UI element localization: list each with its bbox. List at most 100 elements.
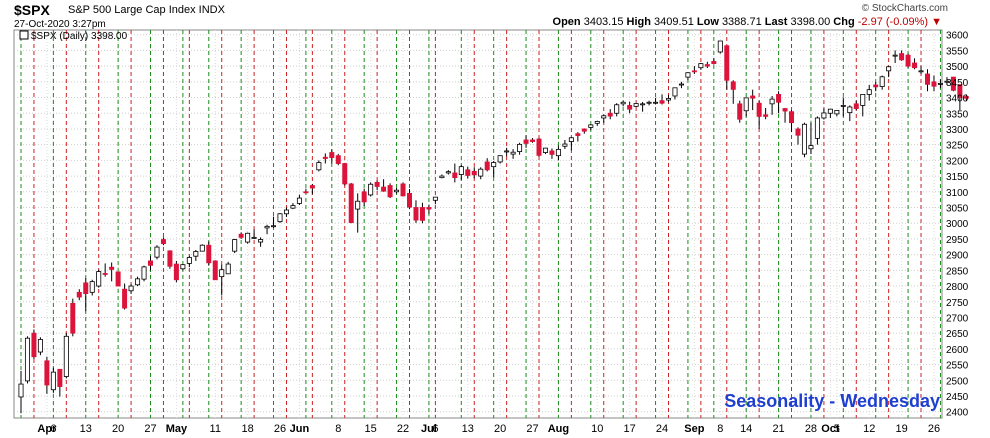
candle-body [963,96,969,99]
candle [484,158,490,172]
candle [400,182,406,197]
candle [102,263,108,277]
candle [115,271,121,287]
candle-body [840,105,846,107]
candle [18,370,24,414]
candle [776,91,782,114]
candle [471,167,477,179]
candle [523,135,529,148]
candle-body [653,101,659,104]
candle-body [691,70,697,73]
candle-body [290,205,296,209]
candle-body [368,183,374,196]
candle [374,180,380,191]
candle [57,368,63,397]
candle [555,145,561,161]
candle-body [271,225,277,228]
candle [769,95,775,115]
candle [381,179,387,192]
candle-body [821,112,827,119]
candle [258,237,264,247]
candle-body [128,285,134,292]
candle-body [614,104,620,114]
candle-body [212,260,218,281]
y-tick-label: 3050 [946,204,969,215]
y-tick-label: 3350 [946,109,969,120]
candle [711,58,717,65]
x-tick-label: 17 [624,423,636,435]
candle-body [789,111,795,124]
candle-body [225,263,231,275]
high-value: 3409.51 [654,16,694,28]
x-tick-label: 18 [242,423,254,435]
candle-body [186,257,192,264]
candle [717,40,723,54]
y-tick-label: 3550 [946,46,969,57]
candle [406,188,412,210]
candle [458,165,464,180]
y-tick-label: 3000 [946,219,969,230]
candle [808,122,814,155]
candle-body [238,233,244,238]
y-tick-label: 3450 [946,78,969,89]
candle [109,262,115,282]
candle [730,80,736,104]
candle [426,204,432,214]
candle-body [724,45,730,81]
candle [439,174,445,179]
candle-body [160,239,166,245]
legend-swatch [19,30,29,40]
last-value: 3398.00 [790,16,831,28]
candle-body [704,64,710,67]
candle [83,278,89,312]
candle [795,127,801,145]
x-tick-label: 27 [526,423,538,435]
candle [245,232,251,244]
candle-body [588,124,594,128]
candle-body [905,54,911,67]
candle [212,260,218,281]
candle-body [277,213,283,223]
candle [147,256,153,271]
candle-body [167,250,173,267]
candle-body [640,103,646,106]
candle-body [458,166,464,175]
x-tick-label: 24 [656,423,668,435]
candle [614,103,620,117]
candle-body [549,150,555,155]
candle-body [756,102,762,117]
candle [724,45,730,90]
x-tick-label: 6 [432,423,438,435]
candle [789,110,795,133]
candle-body [562,143,568,147]
x-tick-label: Jul [421,423,437,435]
candle [89,279,95,296]
candle-body [406,192,412,208]
candle-body [465,169,471,176]
candle-body [666,98,672,101]
candle-body [886,66,892,72]
candle-body [808,145,814,150]
candle-body [607,112,613,117]
candle-body [374,181,380,187]
candle [452,163,458,183]
candle [128,284,134,294]
candle [283,207,289,217]
candle-body [879,76,885,87]
candle-body [309,185,315,189]
x-tick-label: Aug [548,423,569,435]
candle [581,128,587,134]
candle [238,232,244,239]
candle [594,120,600,126]
x-tick-label: 20 [112,423,124,435]
high-label: High [626,16,651,28]
candle [886,66,892,78]
grid-lines [14,30,942,418]
seasonality-lines [20,30,941,418]
candle [517,142,523,155]
candle-body [154,246,160,258]
candle-body [394,189,400,193]
candle [186,255,192,268]
x-tick-label: 28 [805,423,817,435]
